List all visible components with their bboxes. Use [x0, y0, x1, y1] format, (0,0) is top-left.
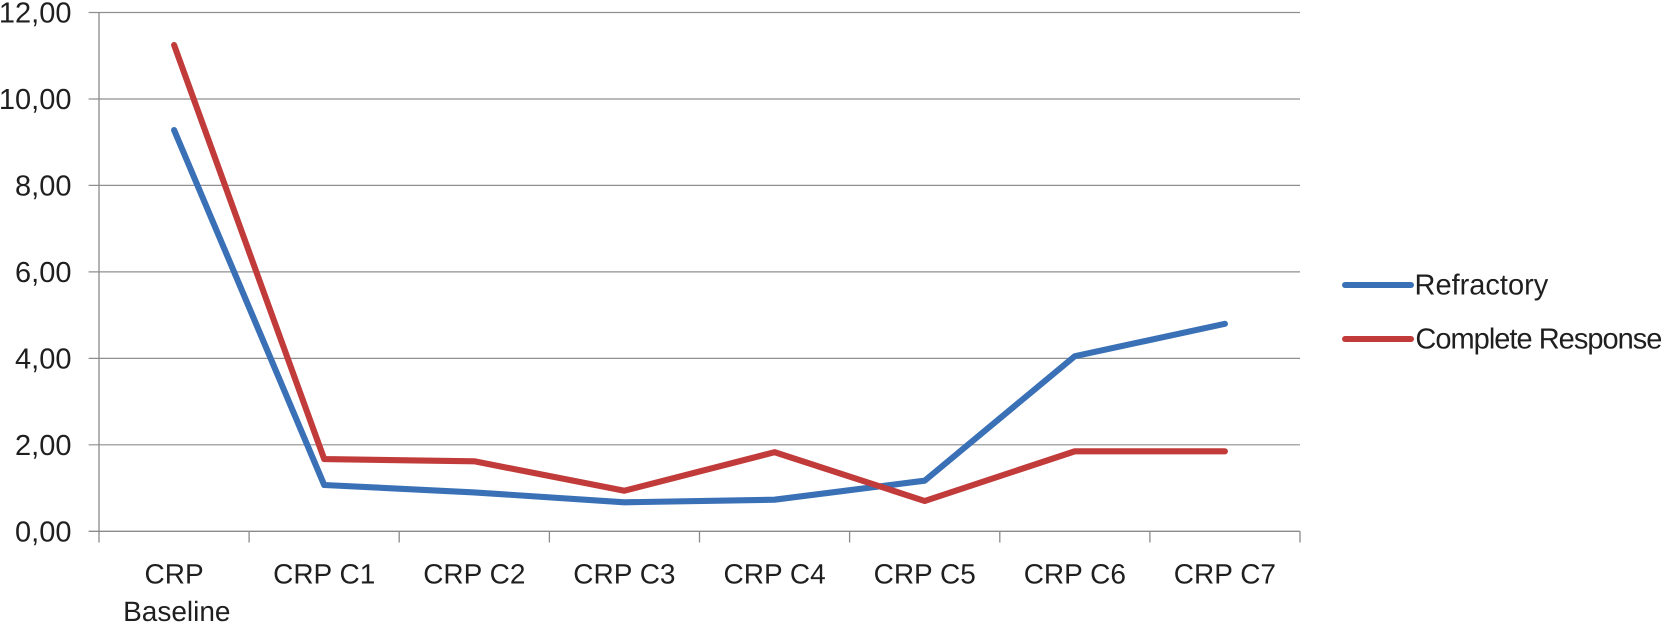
svg-text:CRP C7: CRP C7: [1174, 559, 1276, 590]
svg-text:Baseline: Baseline: [123, 596, 230, 622]
svg-text:CRP C4: CRP C4: [724, 559, 826, 590]
svg-text:4,00: 4,00: [15, 344, 71, 376]
svg-text:0,00: 0,00: [15, 517, 71, 549]
svg-text:CRP C1: CRP C1: [273, 559, 375, 590]
svg-text:CRP: CRP: [145, 559, 204, 590]
svg-text:8,00: 8,00: [15, 171, 71, 203]
svg-text:12,00: 12,00: [0, 0, 72, 30]
svg-text:CRP C5: CRP C5: [874, 559, 976, 590]
svg-text:10,00: 10,00: [0, 84, 72, 116]
svg-text:2,00: 2,00: [15, 430, 71, 462]
svg-text:Complete Response: Complete Response: [1415, 323, 1662, 355]
svg-text:CRP C3: CRP C3: [573, 559, 675, 590]
svg-text:CRP C6: CRP C6: [1024, 559, 1126, 590]
svg-text:6,00: 6,00: [15, 257, 71, 289]
svg-text:CRP C2: CRP C2: [423, 559, 525, 590]
svg-text:Refractory: Refractory: [1415, 269, 1549, 301]
